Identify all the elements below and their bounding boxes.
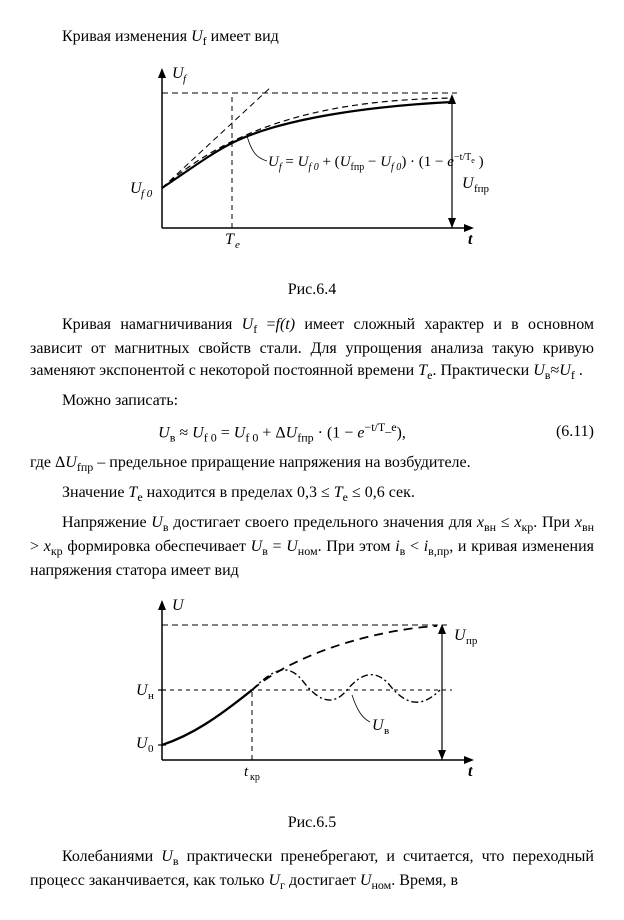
figure-6-5: U U н U 0 t кр t U пр U в: [30, 590, 594, 807]
svg-text:f 0: f 0: [141, 188, 153, 200]
intro-var: U: [191, 28, 203, 45]
svg-text:fпр: fпр: [474, 183, 490, 195]
svg-text:н: н: [148, 690, 154, 702]
svg-text:в: в: [384, 725, 389, 737]
intro-text-b: имеет вид: [207, 28, 279, 45]
svg-text:U: U: [172, 597, 185, 614]
equation-6-11: Uв ≈ Uf 0 = Uf 0 + ΔUfпр · (1 − e−t/T_e)…: [30, 419, 594, 446]
intro-text-a: Кривая изменения: [62, 28, 191, 45]
svg-text:кр: кр: [250, 772, 260, 783]
eq611-number: (6.11): [534, 421, 594, 443]
para-where: где ΔUfпр – предельное приращение напряж…: [30, 452, 594, 476]
para-oscillations: Колебаниями Uв практически пренебрегают,…: [30, 846, 594, 894]
para-can-write: Можно записать:: [30, 390, 594, 412]
figure-6-4: U f U f 0 T e t U fпр Uf = Uf 0 + (Ufпр …: [30, 58, 594, 275]
fig65-caption: Рис.6.5: [30, 812, 594, 834]
para-magnetization: Кривая намагничивания Uf =f(t) имеет сло…: [30, 314, 594, 384]
svg-text:t: t: [468, 763, 473, 780]
svg-text:Uf = Uf 0 + (Ufпр − Uf 0) · (1: Uf = Uf 0 + (Ufпр − Uf 0) · (1 − e−t/Te …: [268, 152, 484, 173]
svg-text:t: t: [468, 231, 473, 248]
para-te-range: Значение Te находится в пределах 0,3 ≤ T…: [30, 482, 594, 506]
para-uv: Напряжение Uв достигает своего предельно…: [30, 512, 594, 582]
eq611-body: Uв ≈ Uf 0 = Uf 0 + ΔUfпр · (1 − e−t/T_e)…: [30, 419, 534, 446]
svg-text:0: 0: [148, 743, 154, 755]
svg-text:e: e: [235, 239, 240, 251]
svg-text:T: T: [225, 231, 235, 248]
svg-text:t: t: [244, 764, 249, 780]
svg-text:пр: пр: [466, 635, 478, 647]
fig64-svg: U f U f 0 T e t U fпр Uf = Uf 0 + (Ufпр …: [122, 58, 502, 268]
fig64-caption: Рис.6.4: [30, 279, 594, 301]
svg-text:f: f: [183, 73, 188, 85]
intro-line: Кривая изменения Uf имеет вид: [30, 26, 594, 50]
fig65-svg: U U н U 0 t кр t U пр U в: [122, 590, 502, 800]
